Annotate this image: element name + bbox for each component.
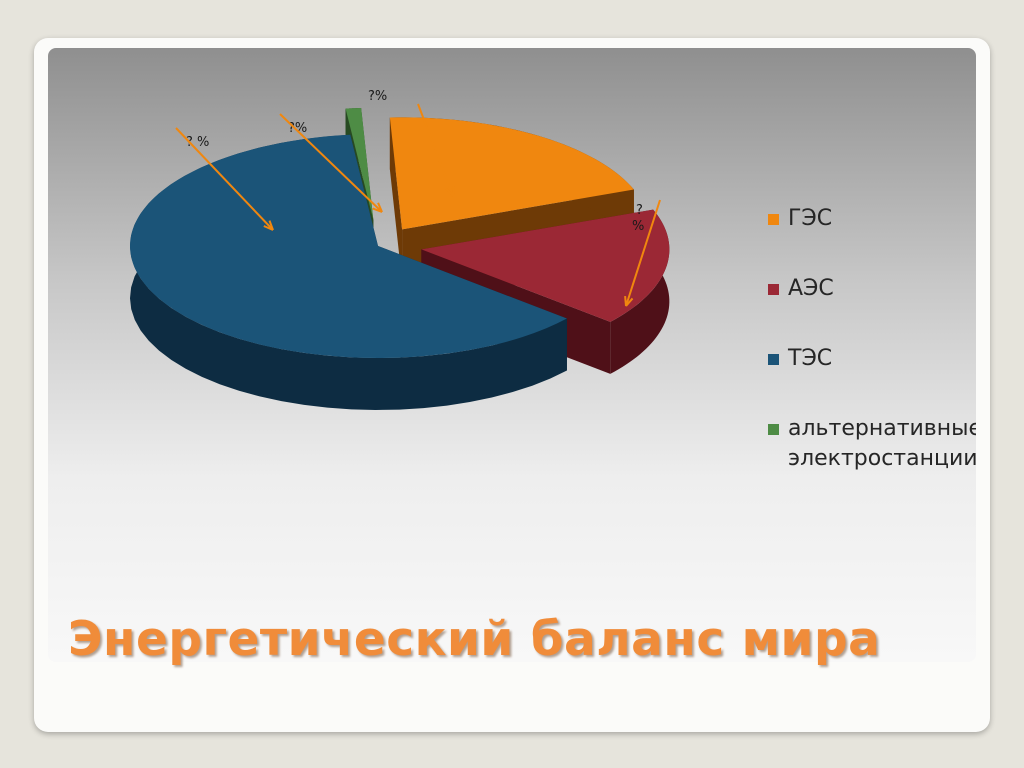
legend-item-hydro: ГЭС [768, 204, 832, 234]
legend-swatch-hydro [768, 214, 779, 225]
chart-panel: ?%?% ? %?% ГЭС АЭС ТЭС альтернативные электр… [48, 48, 976, 662]
legend-swatch-nuclear [768, 284, 779, 295]
pie-slice-alternative [345, 108, 374, 220]
annotation-alternative: ?% [288, 121, 307, 136]
annotation-arrowhead-hydro [445, 185, 455, 197]
annotation-thermal: ? % [186, 135, 209, 150]
legend-label-nuclear: АЭС [788, 276, 834, 301]
annotation-arrowhead-nuclear [624, 295, 634, 307]
pie-slice-thermal [130, 134, 567, 358]
legend-label-hydro: ГЭС [788, 206, 833, 231]
annotation-hydro: ?% [368, 89, 387, 104]
slide-title: Энергетический баланс мира [68, 612, 881, 667]
legend-label-thermal: ТЭС [788, 346, 833, 371]
pie-slice-hydro [389, 117, 634, 230]
annotation-arrow-nuclear [625, 199, 661, 307]
pie-chart: ?%?% ? %?% [130, 89, 670, 410]
legend-item-alternative: альтернативные электростанции [768, 414, 976, 474]
annotation-nuclear: ?% [632, 203, 644, 234]
legend-swatch-alternative [768, 424, 779, 435]
pie-slice-nuclear [421, 209, 670, 322]
legend-item-thermal: ТЭС [768, 344, 832, 374]
annotation-arrow-hydro [417, 103, 454, 197]
legend-item-nuclear: АЭС [768, 274, 834, 304]
annotation-arrow-thermal [175, 127, 274, 231]
annotation-arrow-alternative [279, 113, 383, 213]
annotation-arrowhead-thermal [263, 220, 274, 231]
legend-label-alternative: альтернативные электростанции [788, 416, 976, 471]
legend-swatch-thermal [768, 354, 779, 365]
annotation-arrowhead-alternative [372, 202, 383, 213]
